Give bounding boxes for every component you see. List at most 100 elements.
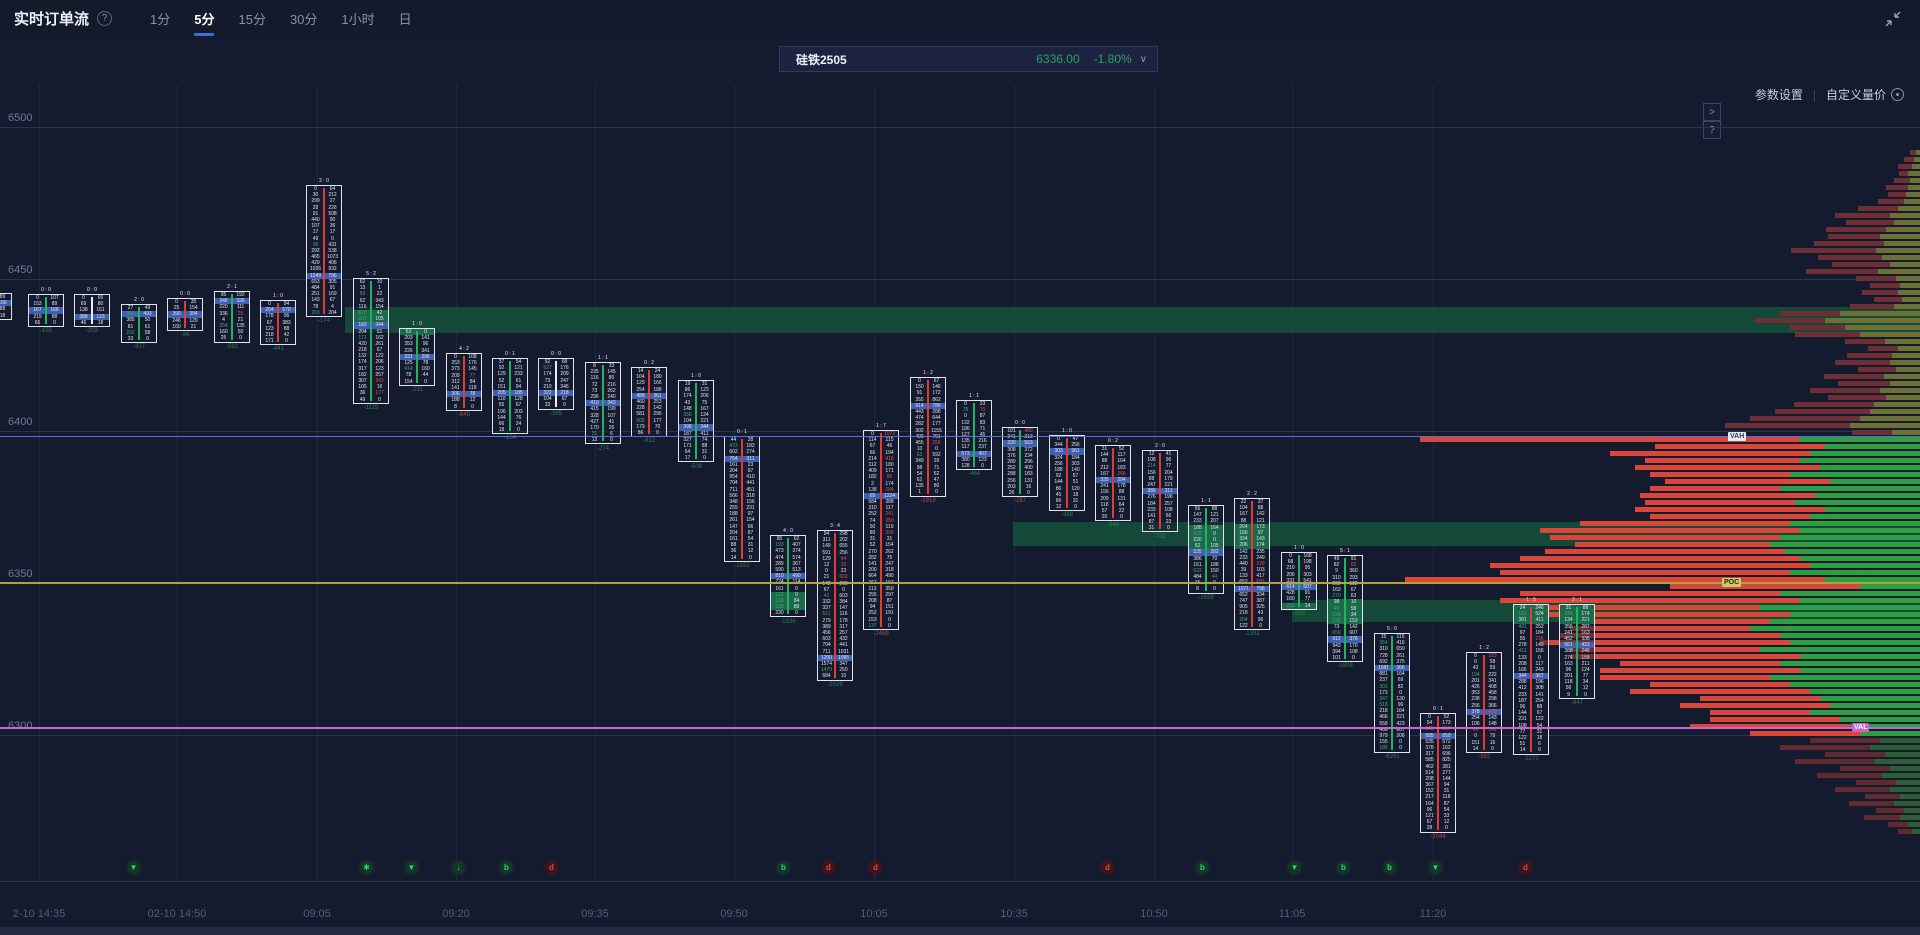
footprint-candle[interactable]: 0 : 1 37 54 92 121 129 233 52 61 151 94 205 185 110 12… xyxy=(492,351,528,441)
volume-profile-bar xyxy=(1899,171,1920,176)
tab-interval-4[interactable]: 1小时 xyxy=(341,11,375,27)
candle-delta: -1032 xyxy=(734,563,750,569)
signal-marker[interactable]: b xyxy=(777,861,790,874)
signal-marker[interactable]: d xyxy=(545,861,558,874)
signal-marker[interactable]: b xyxy=(1337,861,1350,874)
tab-interval-3[interactable]: 30分 xyxy=(289,11,318,27)
footprint-candle[interactable]: 2 : 0 27 49 330 493 385 50 81 61 232 58 33 0 -377 xyxy=(121,297,157,350)
signal-marker[interactable]: ▼ xyxy=(127,861,140,874)
custom-volume-price-button[interactable]: 自定义量价 xyxy=(1825,88,1886,102)
footprint-candle[interactable]: 0 : 1 44 28 473 182 602 274 754 311 161 23 204 87 954… xyxy=(724,429,760,569)
footprint-candle[interactable]: 1 : 1 56 88 147 121 233 207 188 164 623 0 220 0 62 105… xyxy=(1188,498,1224,601)
signal-marker[interactable]: b xyxy=(1383,861,1396,874)
volume-profile-bar xyxy=(1862,290,1920,295)
footprint-candle[interactable]: 4 : 0 85 62 193 407 473 374 474 574 289 367 590 513 8… xyxy=(770,528,806,625)
contract-selector[interactable]: 硅铁2505 6336.00 -1.80% ∨ xyxy=(779,46,1158,72)
volume-profile-bar xyxy=(1835,787,1920,792)
toolbar-divider: | xyxy=(1812,87,1816,102)
imbalance-count: 1 : 7 xyxy=(876,423,886,429)
footprint-candle[interactable]: 3 : 4 94 298 311 202 149 655 591 256 129 64 12 15 0 23… xyxy=(817,523,853,688)
chevron-down-icon[interactable]: ∨ xyxy=(1139,53,1147,65)
signal-marker[interactable]: d xyxy=(822,861,835,874)
volume-profile-bar xyxy=(1650,682,1920,687)
footprint-candle[interactable]: 5 : 149918262936031029320213216367270639… xyxy=(1327,548,1363,669)
imbalance-count: 1 : 1 xyxy=(969,393,979,399)
volume-profile-bar xyxy=(1814,241,1920,246)
param-settings-button[interactable]: 参数设置 xyxy=(1754,88,1803,102)
footprint-candle[interactable]: 0 : 2 31 52 144 117 88 164 212 183 167 266 335 294 24… xyxy=(1095,438,1131,528)
footprint-candle[interactable]: 0 : 0 0 65 69 80 138 151 388 123 46 18 -203 xyxy=(74,287,110,334)
candle-body-line xyxy=(416,331,418,383)
volume-profile-bar xyxy=(1850,304,1920,309)
candle-delta: -96 xyxy=(180,332,190,338)
signal-marker[interactable]: b xyxy=(500,861,513,874)
footprint-candle[interactable]: 1 : 0 0 94 204 570 178 96 67 383 123 88 218 42 171 0 -4… xyxy=(260,293,296,352)
footprint-candle[interactable]: 1 : 0 63 0 203 141 353 96 226 341 331 296 125 78 414 1… xyxy=(399,321,435,393)
volume-profile-bar xyxy=(1780,745,1920,750)
price-axis-label: 6450 xyxy=(8,264,33,276)
footprint-candle[interactable]: 0 : 0 0 107 153 89 167 166 219 88 66 0 -155 xyxy=(28,287,64,334)
signal-marker[interactable]: d xyxy=(869,861,882,874)
signal-marker[interactable]: b xyxy=(1196,861,1209,874)
footprint-candle[interactable]: 0 : 0 52 68 527 176 174 209 73 247 210 346 322 218 10… xyxy=(538,351,574,417)
time-gridline xyxy=(595,85,596,880)
footprint-candle[interactable]: 1 : 0 0 47 344 256 303 961 324 184 256 303 188 140 92… xyxy=(1049,428,1085,518)
footprint-candle[interactable]: 15389167166219884618 xyxy=(0,293,12,320)
candle-body-line xyxy=(1483,655,1485,750)
bottom-scroll-strip[interactable] xyxy=(0,927,1920,935)
volume-profile-bar xyxy=(1795,759,1920,764)
signal-marker[interactable]: ▼ xyxy=(1288,861,1301,874)
volume-profile-bar xyxy=(1600,668,1920,673)
footprint-candle[interactable]: 0 : 1 0 52 54 173 365 357 585 659 535 572 378 162 317… xyxy=(1420,706,1456,840)
footprint-candle[interactable]: 2 : 0 12 41 108 96 214 77 156 204 88 179 247 221 389 3… xyxy=(1142,443,1178,540)
footprint-candle[interactable]: 2 : 1 95 192 348 326 220 111 336 25 4 21 264 135 160 5… xyxy=(214,284,250,350)
volume-profile-bar xyxy=(1645,458,1920,463)
price-gridline xyxy=(0,127,1920,128)
signal-marker[interactable]: ✱ xyxy=(360,861,373,874)
collapse-fullscreen-icon[interactable] xyxy=(1882,8,1904,30)
footprint-candle[interactable]: 1 : 0 0 168 68 198 210 95 206 303 331 541 614 507 428… xyxy=(1281,545,1317,617)
tab-interval-2[interactable]: 15分 xyxy=(238,11,266,27)
tab-interval-0[interactable]: 1分 xyxy=(150,11,171,27)
footprint-candle[interactable]: 0 : 2 14 24 104 180 129 166 254 188 488 361 460 253 2… xyxy=(631,360,667,444)
panel-next-button[interactable]: > xyxy=(1703,103,1721,121)
footprint-candle[interactable]: 2 : 2 22 37 104 88 167 142 88 121 204 173 156 97 334 1… xyxy=(1234,491,1270,637)
footprint-candle[interactable]: 2 : 0 0 64 30 212 299 27 28 226 91 508 440 90 107 36 17… xyxy=(306,178,342,324)
tab-interval-1[interactable]: 5分 xyxy=(182,1,226,36)
footprint-candle[interactable]: 1 : 0 19 31 86 123 174 206 43 75 148 167 356 124 104 2… xyxy=(678,373,714,470)
footprint-candle[interactable]: 5 : 0 15 115 364 416 310 650 728 261 692 375 1081 36… xyxy=(1374,626,1410,760)
candle-delta: -1273 xyxy=(1523,755,1539,762)
signal-marker[interactable]: ▼ xyxy=(405,861,418,874)
footprint-candle[interactable]: 0 : 0 101 480 341 313 330 563 308 372 376 234 280 29… xyxy=(1002,420,1038,504)
candle-body-line xyxy=(555,361,557,407)
footprint-candle[interactable]: 1 : 1 0 23 78 70 0 87 132 83 186 71 127 45 135 216 117 2… xyxy=(956,393,992,477)
signal-marker[interactable]: ▼ xyxy=(1429,861,1442,874)
footprint-candle[interactable]: 2 : 1 31 88 246 174 134 221 355 287 241 163 452 338 5… xyxy=(1559,597,1595,706)
footprint-candle[interactable]: 4 : 2 0 108 253 176 373 145 209 77 312 84 141 118 306… xyxy=(446,346,482,418)
footprint-candle[interactable]: 1 : 1 8 33 235 145 116 80 72 216 73 262 296 240 410 34… xyxy=(585,355,621,452)
record-dot-icon[interactable] xyxy=(1891,88,1904,101)
panel-help-button[interactable]: ? xyxy=(1703,121,1721,139)
help-icon[interactable]: ? xyxy=(97,10,113,26)
volume-profile-bar xyxy=(1847,353,1920,358)
signal-marker[interactable]: ↓ xyxy=(452,861,465,874)
volume-profile-bar xyxy=(1600,675,1920,680)
candle-body-line xyxy=(1159,453,1161,530)
footprint-candle[interactable]: 0 : 0 0 35 25 154 390 394 246 129 160 21 -96 xyxy=(167,291,203,338)
footprint-candle[interactable]: 1 : 5 24 246 161 524 381 411 401 252 97 184 55 236 27… xyxy=(1513,597,1549,762)
candle-delta: -377 xyxy=(132,344,145,351)
volume-profile-bar xyxy=(1560,619,1920,624)
signal-marker[interactable]: d xyxy=(1519,861,1532,874)
footprint-candle[interactable]: 5 : 2 62 10 13 1 59 22 62 343 116 154 613 42 207 105 18… xyxy=(353,271,389,411)
signal-marker[interactable]: d xyxy=(1101,861,1114,874)
imbalance-count: 1 : 1 xyxy=(1201,498,1211,504)
volume-profile-bar xyxy=(1898,829,1920,834)
time-axis-label: 10:50 xyxy=(1140,908,1168,920)
footprint-candle[interactable]: 1 : 7 0 1073 114 115 67 46 66 194 214 418 112 180 409… xyxy=(863,423,899,637)
footprint-candle[interactable]: 1 : 2 0 153 0 58 43 59 194 222 201 341 426 408 353 458… xyxy=(1466,645,1502,760)
tab-interval-5[interactable]: 日 xyxy=(398,11,412,27)
volume-profile-bar xyxy=(1680,703,1920,708)
volume-profile-bar xyxy=(1852,430,1920,435)
candle-delta: -847 xyxy=(1570,700,1583,706)
